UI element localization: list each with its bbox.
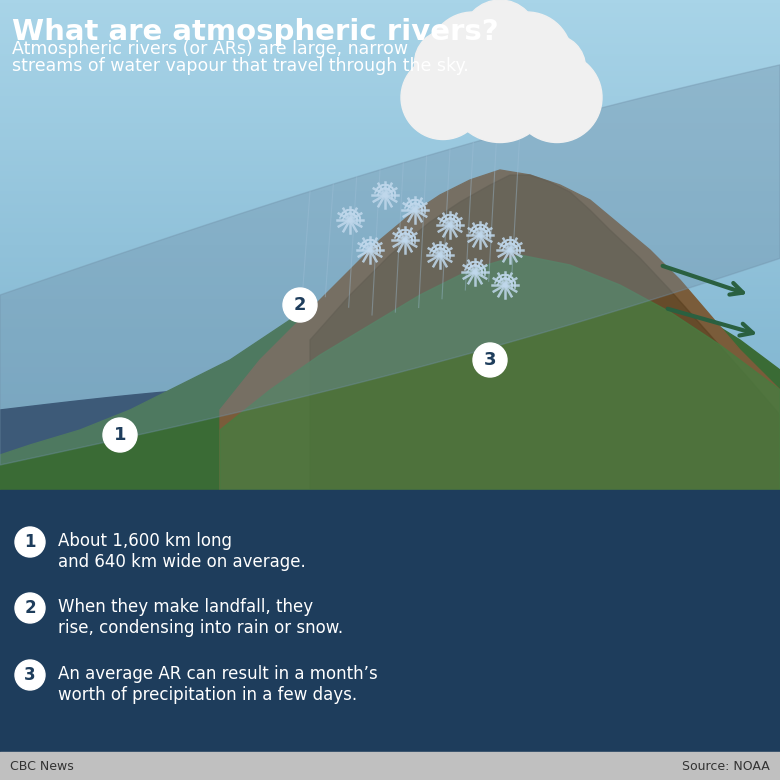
Polygon shape [220, 255, 780, 490]
Circle shape [15, 527, 45, 557]
Circle shape [428, 12, 518, 102]
Text: worth of precipitation in a few days.: worth of precipitation in a few days. [58, 686, 357, 704]
Text: When they make landfall, they: When they make landfall, they [58, 598, 313, 616]
Polygon shape [0, 65, 780, 465]
Text: streams of water vapour that travel through the sky.: streams of water vapour that travel thro… [12, 57, 469, 75]
Text: and 640 km wide on average.: and 640 km wide on average. [58, 553, 306, 571]
Text: Atmospheric rivers (or ARs) are large, narrow: Atmospheric rivers (or ARs) are large, n… [12, 40, 408, 58]
Circle shape [15, 593, 45, 623]
Text: An average AR can result in a month’s: An average AR can result in a month’s [58, 665, 378, 683]
Circle shape [15, 660, 45, 690]
Circle shape [414, 30, 480, 96]
Polygon shape [0, 270, 780, 490]
Text: CBC News: CBC News [10, 760, 74, 772]
Polygon shape [220, 170, 780, 490]
Circle shape [103, 418, 137, 452]
Circle shape [512, 52, 602, 143]
Text: 2: 2 [294, 296, 307, 314]
Text: 3: 3 [484, 351, 496, 369]
Circle shape [519, 34, 586, 101]
Text: What are atmospheric rivers?: What are atmospheric rivers? [12, 18, 498, 46]
Circle shape [463, 0, 537, 75]
Text: 3: 3 [24, 666, 36, 684]
Text: About 1,600 km long: About 1,600 km long [58, 532, 232, 550]
Circle shape [283, 288, 317, 322]
Text: 1: 1 [114, 426, 126, 444]
Text: 1: 1 [24, 533, 36, 551]
Text: Source: NOAA: Source: NOAA [682, 760, 770, 772]
Circle shape [401, 55, 485, 140]
Circle shape [482, 12, 572, 102]
Text: 2: 2 [24, 599, 36, 617]
Polygon shape [0, 382, 780, 490]
Circle shape [473, 343, 507, 377]
Polygon shape [310, 175, 780, 490]
Text: rise, condensing into rain or snow.: rise, condensing into rain or snow. [58, 619, 343, 637]
Circle shape [448, 37, 552, 143]
